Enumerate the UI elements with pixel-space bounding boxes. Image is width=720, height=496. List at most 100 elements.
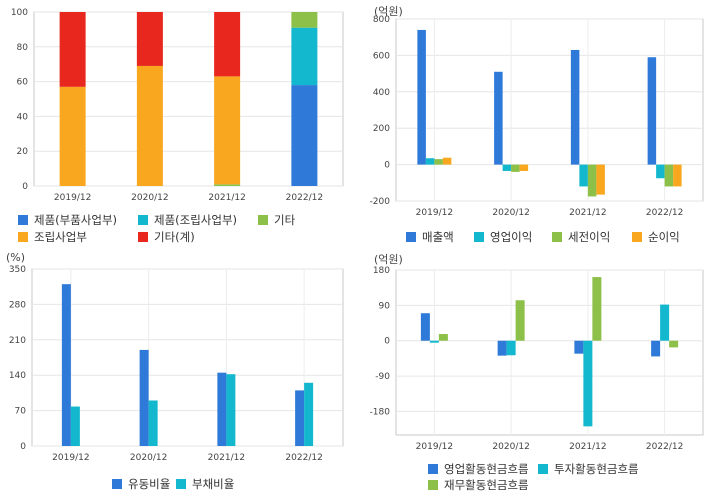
- legend-swatch: [112, 479, 122, 489]
- y-tick-label: 600: [373, 51, 390, 61]
- y-tick-label: -180: [370, 407, 391, 417]
- bar: [291, 85, 318, 186]
- legend-swatch: [428, 464, 438, 474]
- bar: [592, 277, 602, 341]
- bar: [570, 49, 580, 165]
- bar: [442, 157, 452, 165]
- bar: [515, 300, 525, 341]
- bar: [139, 349, 149, 446]
- legend-item: 기타: [258, 212, 295, 228]
- legend-item: 재무활동현금흐름: [428, 477, 529, 493]
- y-tick-label: 210: [9, 336, 26, 346]
- y-tick-label: 0: [384, 337, 390, 347]
- y-tick-label: -90: [375, 372, 390, 382]
- y-tick-label: -200: [370, 197, 391, 207]
- legend-swatch: [428, 480, 438, 490]
- legend-item: 매출액: [406, 229, 454, 245]
- legend-product-mix: 제품(부품사업부) 제품(조립사업부) 기타 조립사업부 기타(계): [18, 212, 358, 246]
- unit-label: (억원): [374, 253, 403, 266]
- legend-label: 제품(조립사업부): [154, 213, 238, 227]
- y-tick-label: 20: [17, 147, 29, 157]
- chart-product-mix: 0 20 40 60 80 100 2019/12 2020/12 2021/12 2022/12: [11, 8, 344, 203]
- legend-income: 매출액 영업이익 세전이익 순이익: [406, 229, 716, 245]
- bar: [494, 71, 503, 165]
- bar: [511, 164, 520, 172]
- chart-panel-product-mix: 0 20 40 60 80 100 2019/12 2020/12 2021/12 2022/12…: [0, 0, 360, 248]
- y-tick-label: 800: [373, 15, 390, 25]
- bar: [214, 76, 241, 185]
- bar: [506, 340, 516, 356]
- legend-swatch: [632, 232, 642, 242]
- legend-ratios: 유동비율 부채비율: [112, 476, 312, 492]
- legend-label: 조립사업부: [34, 230, 87, 244]
- bar: [596, 164, 605, 195]
- bar: [70, 406, 80, 446]
- y-tick-label: 140: [9, 371, 26, 381]
- bar: [429, 340, 439, 343]
- bar: [579, 164, 588, 187]
- bar: [660, 304, 670, 341]
- bar: [417, 29, 426, 165]
- bar: [673, 164, 682, 187]
- bar: [647, 57, 657, 165]
- y-tick-label: 0: [384, 161, 390, 171]
- unit-label: (억원): [374, 5, 403, 18]
- legend-label: 매출액: [422, 230, 454, 244]
- legend-item: 기타(계): [138, 229, 195, 245]
- bar: [136, 65, 163, 186]
- legend-item: 제품(부품사업부): [18, 212, 117, 228]
- bar: [574, 340, 584, 354]
- legend-item: 제품(조립사업부): [138, 212, 237, 228]
- legend-item: 유동비율: [112, 476, 170, 492]
- y-tick-label: 0: [22, 182, 28, 192]
- bar: [291, 27, 318, 86]
- legend-swatch: [138, 232, 148, 242]
- legend-item: 부채비율: [176, 476, 234, 492]
- legend-label: 기타: [274, 213, 296, 227]
- bar: [59, 12, 86, 87]
- legend-swatch: [18, 232, 28, 242]
- chart-income: -200 0 200 400 600 800 2019/12 2020/12 2021/12 20…: [370, 15, 704, 218]
- y-tick-label: 280: [9, 300, 26, 310]
- x-tick-label: 2020/12: [130, 453, 167, 463]
- y-tick-label: 40: [17, 112, 29, 122]
- legend-label: 영업이익: [490, 230, 533, 244]
- y-tick-label: 100: [11, 8, 28, 18]
- x-tick-label: 2020/12: [492, 442, 529, 452]
- y-tick-label: 350: [9, 265, 26, 275]
- bar: [291, 12, 318, 28]
- bar: [434, 159, 443, 165]
- legend-swatch: [538, 464, 548, 474]
- x-tick-label: 2019/12: [416, 208, 453, 218]
- bar: [425, 158, 435, 165]
- y-tick-label: 90: [379, 301, 391, 311]
- chart-panel-cashflow: (억원) -180 -90 0 90 180 2019/12 2020/12 2021/12 2…: [360, 248, 720, 496]
- x-tick-label: 2019/12: [416, 442, 453, 452]
- x-tick-label: 2021/12: [208, 193, 245, 203]
- bar: [583, 340, 593, 427]
- x-tick-label: 2022/12: [286, 193, 323, 203]
- legend-label: 세전이익: [568, 230, 611, 244]
- legend-item: 영업이익: [474, 229, 532, 245]
- x-tick-label: 2022/12: [285, 453, 322, 463]
- bar: [295, 390, 305, 446]
- bar: [497, 340, 507, 356]
- bar: [214, 12, 241, 77]
- y-tick-label: 400: [373, 88, 390, 98]
- bar: [587, 164, 597, 197]
- plot-frame: [31, 268, 344, 447]
- bar: [304, 382, 314, 446]
- y-tick-label: 0: [20, 442, 26, 452]
- legend-swatch: [258, 215, 268, 225]
- legend-item: 투자활동현금흐름: [538, 461, 639, 477]
- legend-item: 영업활동현금흐름: [428, 461, 529, 477]
- x-tick-label: 2021/12: [569, 442, 606, 452]
- x-tick-label: 2022/12: [646, 442, 683, 452]
- bar: [59, 86, 86, 186]
- legend-label: 유동비율: [128, 477, 171, 491]
- legend-label: 재무활동현금흐름: [444, 478, 529, 492]
- legend-label: 부채비율: [192, 477, 235, 491]
- chart-panel-ratios: (%) 0 70 140 210 280 350 2019/12 2020/12 2021/12…: [0, 248, 360, 496]
- legend-label: 기타(계): [154, 230, 195, 244]
- bar: [651, 340, 661, 357]
